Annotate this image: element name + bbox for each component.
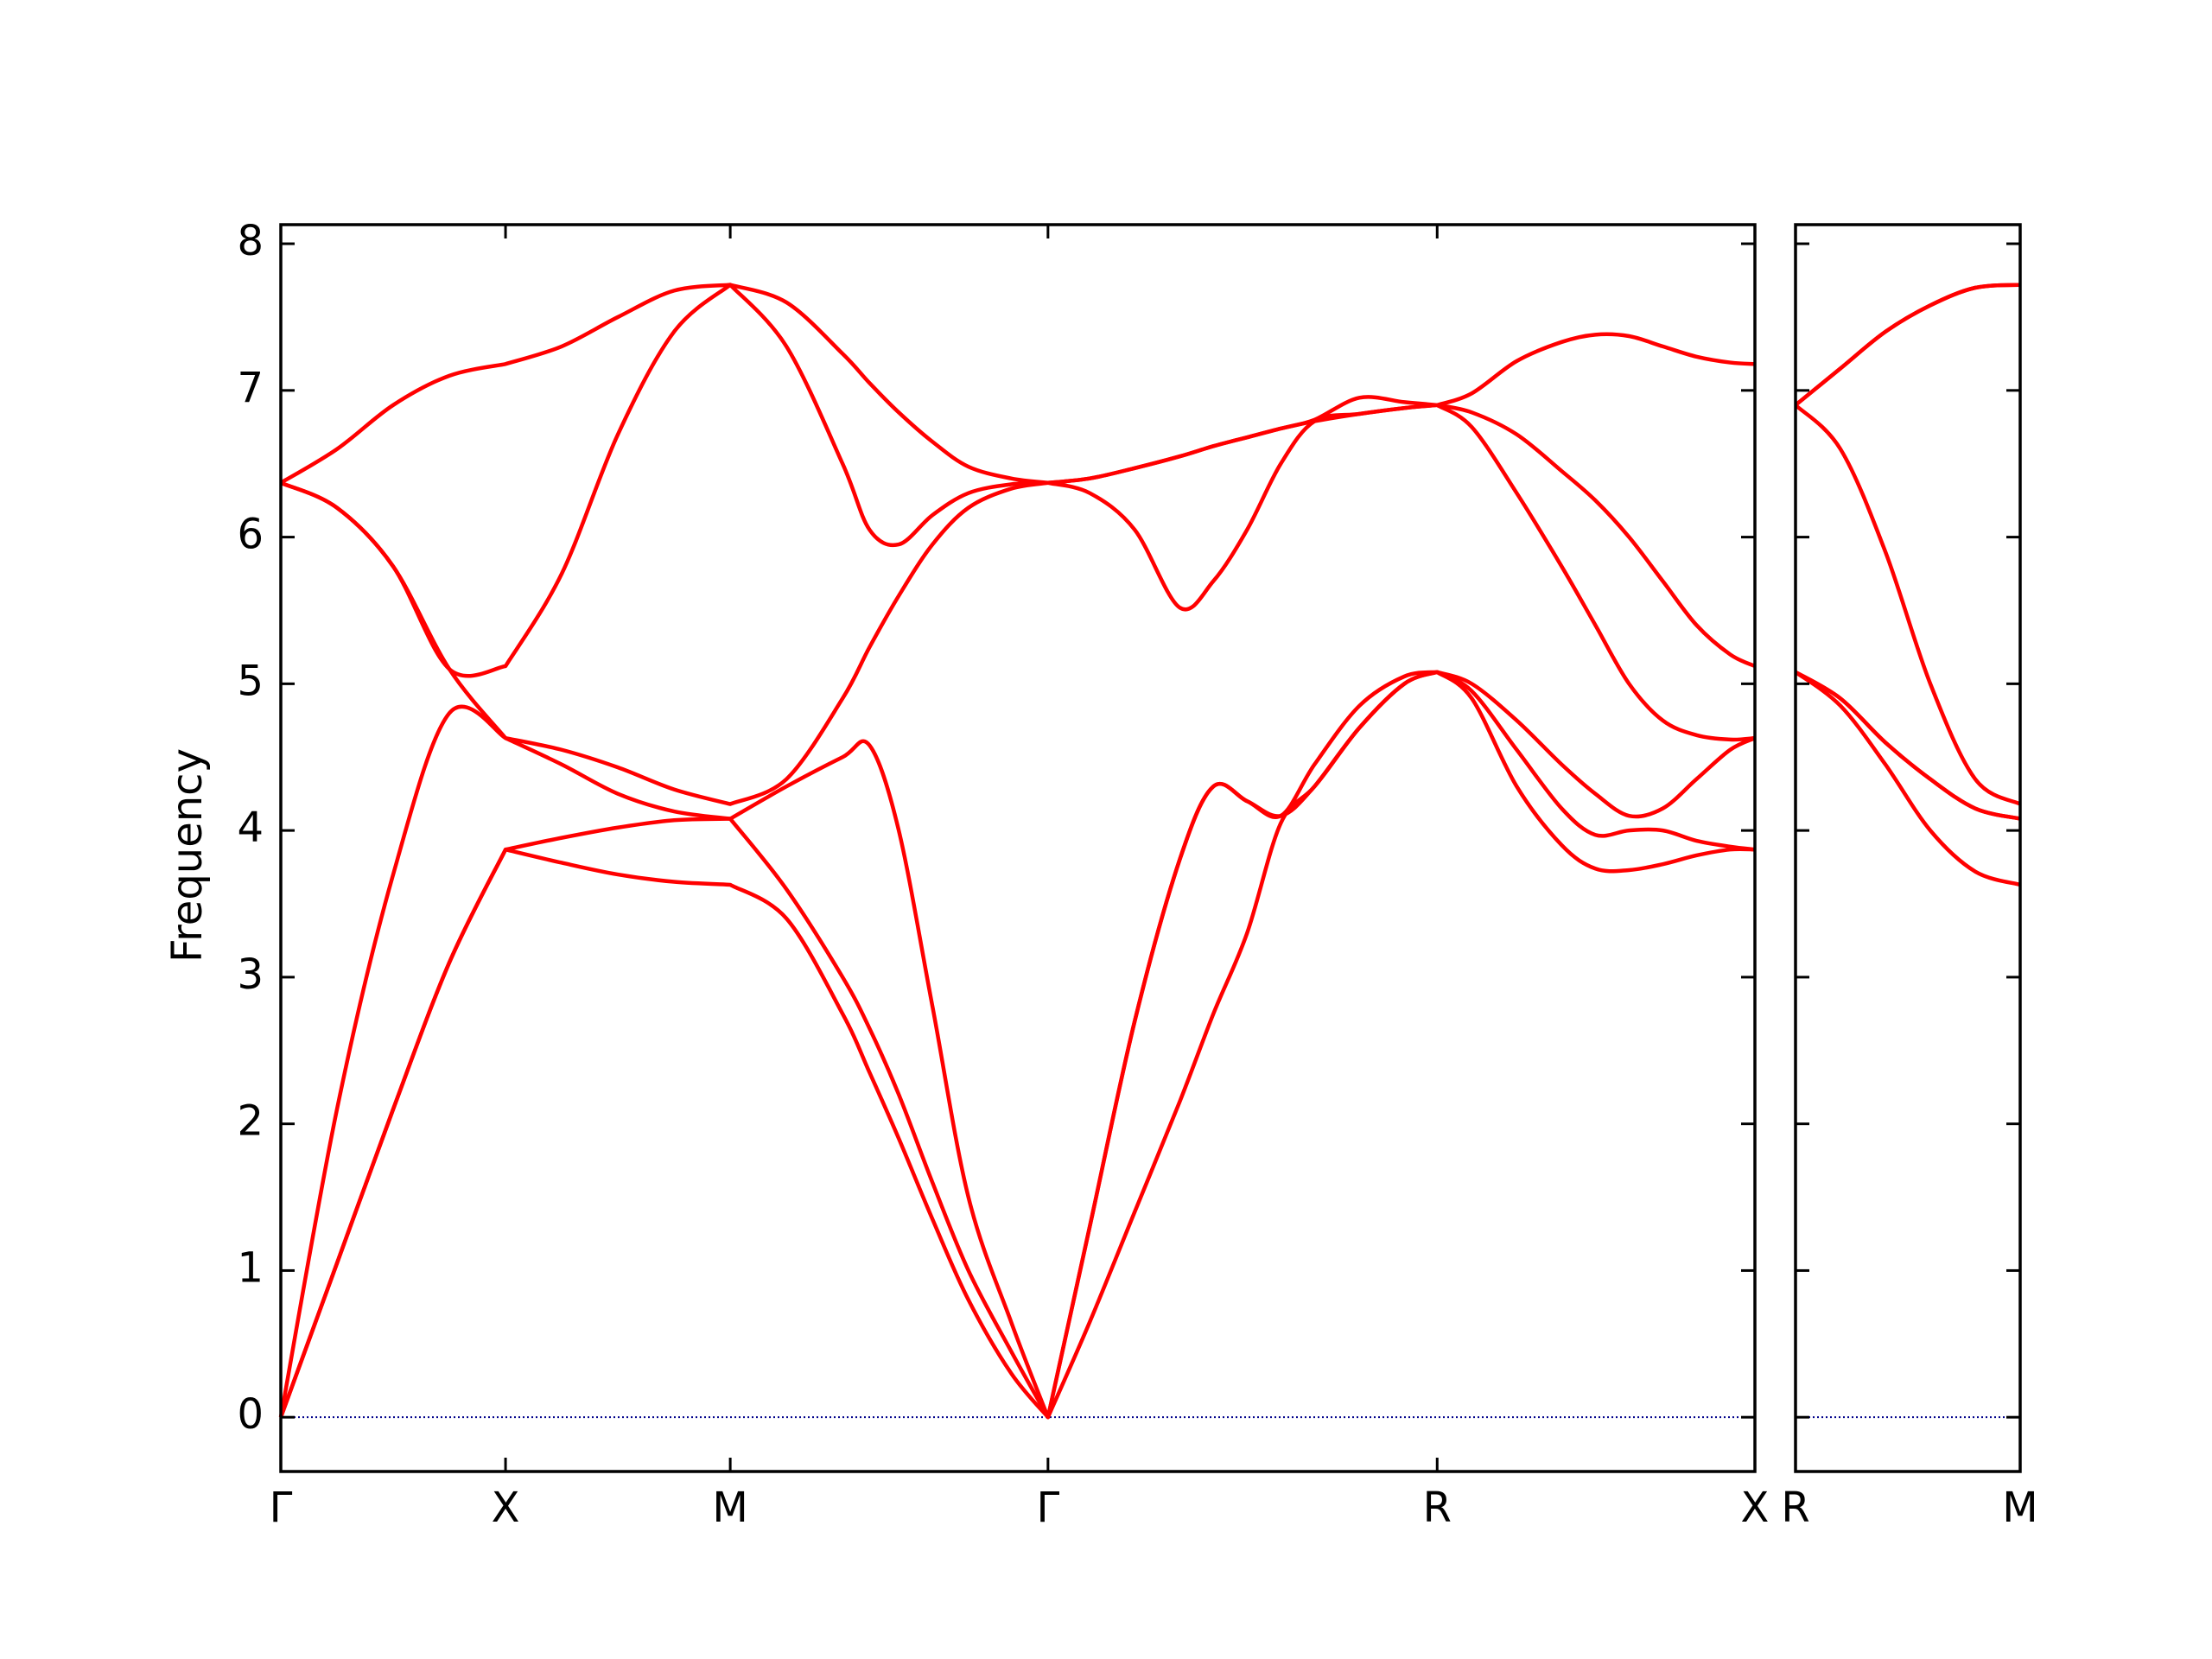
y-axis-label: Frequency [163,748,212,963]
band-line [278,670,1756,1420]
y-tick-label: 1 [237,1243,264,1292]
plot-frame [279,223,1757,1473]
band-line [278,670,1756,1420]
y-tick-label: 8 [237,217,264,265]
y-tick-label: 3 [237,950,264,999]
y-tick-label: 2 [237,1097,264,1146]
y-tick-label: 0 [237,1390,264,1439]
x-tick-label: Γ [270,1484,293,1532]
plot-frame [1794,223,2022,1473]
y-tick-label: 6 [237,511,264,559]
band-line [1794,283,2021,407]
band-line [1794,283,2021,407]
x-tick-label: R [1423,1484,1452,1532]
x-tick-label: R [1781,1484,1809,1532]
y-tick-label: 7 [237,364,264,412]
x-tick-label: Γ [1036,1484,1059,1532]
band-line [278,670,1756,1420]
x-tick-label: X [1741,1484,1770,1532]
y-tick-label: 4 [237,804,264,852]
band-line [1794,670,2021,821]
y-tick-label: 5 [237,657,264,705]
x-tick-label: M [2002,1484,2037,1532]
band-line [1794,404,2022,806]
band-line [280,403,1756,806]
band-line [279,283,1756,486]
x-tick-label: X [492,1484,520,1532]
x-tick-label: M [712,1484,747,1532]
band-line [1794,670,2021,887]
